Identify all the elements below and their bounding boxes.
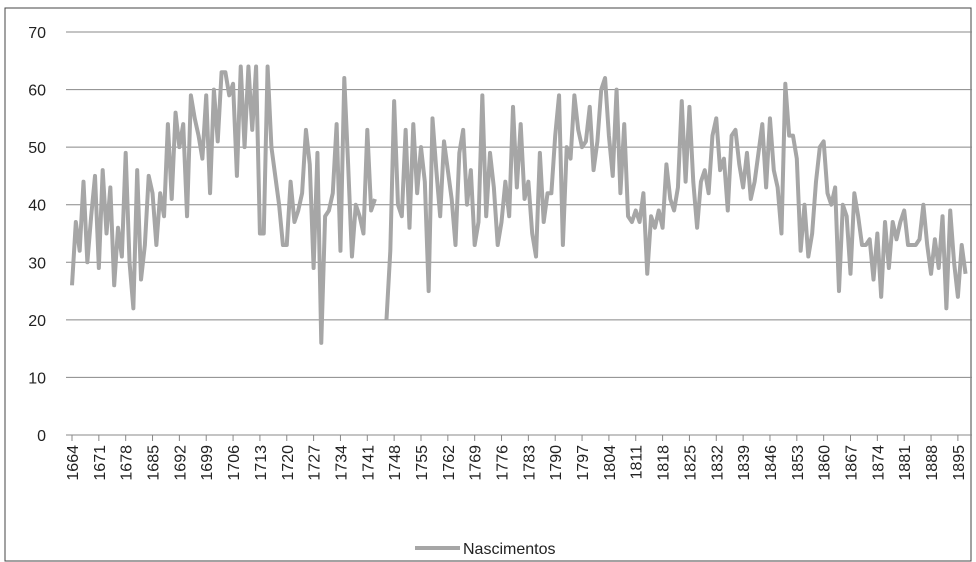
- x-tick-label: 1727: [307, 445, 324, 481]
- x-tick-label: 1706: [226, 445, 243, 481]
- x-tick-label: 1825: [682, 445, 699, 481]
- y-tick-label: 0: [37, 428, 46, 445]
- x-tick-label: 1755: [414, 445, 431, 481]
- x-tick-label: 1699: [199, 445, 216, 481]
- x-tick-label: 1741: [360, 445, 377, 481]
- y-tick-label: 20: [28, 313, 46, 330]
- x-tick-label: 1860: [817, 445, 834, 481]
- x-tick-label: 1762: [441, 445, 458, 481]
- x-tick-label: 1888: [924, 445, 941, 481]
- y-tick-label: 50: [28, 140, 46, 157]
- legend-label: Nascimentos: [463, 541, 555, 558]
- x-tick-label: 1685: [146, 445, 163, 481]
- y-tick-label: 30: [28, 255, 46, 272]
- chart-frame: [4, 7, 972, 562]
- x-tick-label: 1818: [656, 445, 673, 481]
- x-tick-label: 1811: [629, 445, 646, 480]
- x-tick-label: 1692: [172, 445, 189, 481]
- x-tick-label: 1804: [602, 445, 619, 481]
- x-tick-label: 1748: [387, 445, 404, 481]
- x-tick-label: 1720: [280, 445, 297, 481]
- x-tick-label: 1839: [736, 445, 753, 481]
- x-tick-label: 1846: [763, 445, 780, 481]
- x-tick-label: 1671: [92, 445, 109, 481]
- x-tick-label: 1790: [548, 445, 565, 481]
- y-tick-label: 70: [28, 25, 46, 42]
- x-tick-label: 1664: [65, 445, 82, 481]
- x-tick-label: 1874: [870, 445, 887, 481]
- y-tick-label: 40: [28, 198, 46, 215]
- x-tick-label: 1881: [897, 445, 914, 481]
- x-tick-label: 1853: [790, 445, 807, 481]
- y-tick-label: 10: [28, 370, 46, 387]
- x-tick-label: 1734: [333, 445, 350, 481]
- x-tick-label: 1832: [709, 445, 726, 481]
- x-tick-label: 1783: [521, 445, 538, 481]
- x-tick-label: 1895: [951, 445, 968, 481]
- x-tick-label: 1867: [844, 445, 861, 481]
- y-tick-label: 60: [28, 83, 46, 100]
- x-tick-label: 1769: [468, 445, 485, 481]
- series-line: [70, 64, 968, 345]
- x-tick-label: 1678: [119, 445, 136, 481]
- x-tick-label: 1713: [253, 445, 270, 481]
- x-tick-label: 1797: [575, 445, 592, 481]
- x-tick-label: 1776: [495, 445, 512, 481]
